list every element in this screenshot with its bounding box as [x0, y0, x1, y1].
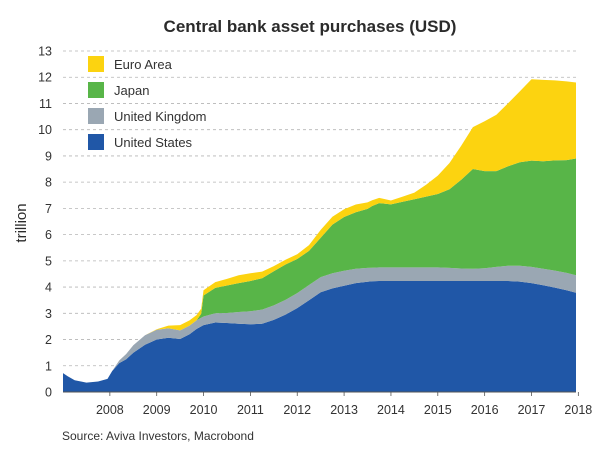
y-tick-label: 11 [39, 97, 52, 111]
y-axis-label: trillion [13, 203, 30, 242]
legend-label: Japan [114, 83, 149, 98]
legend-swatch-euro-area [88, 56, 104, 72]
y-tick-label: 9 [45, 149, 52, 163]
y-tick-label: 4 [45, 281, 52, 295]
area-united-states [63, 281, 576, 392]
area-euro-area [63, 79, 576, 383]
y-tick-label: 5 [45, 254, 52, 268]
legend-label: United States [114, 135, 193, 150]
stacked-areas [63, 79, 576, 392]
y-tick-label: 8 [45, 176, 52, 190]
source-note: Source: Aviva Investors, Macrobond [62, 429, 254, 443]
x-tick-label: 2015 [424, 403, 452, 417]
x-tick-label: 2018 [564, 403, 592, 417]
y-tick-label: 7 [45, 202, 52, 216]
legend-swatch-japan [88, 82, 104, 98]
legend-swatch-united-states [88, 134, 104, 150]
legend-label: Euro Area [114, 57, 173, 72]
x-tick-label: 2010 [190, 403, 218, 417]
y-tick-label: 6 [45, 228, 52, 242]
x-tick-label: 2017 [518, 403, 546, 417]
x-tick-label: 2011 [237, 403, 264, 417]
legend: Euro Area Japan United Kingdom United State… [88, 56, 207, 150]
area-japan [63, 158, 576, 383]
y-tick-label: 1 [45, 359, 52, 373]
x-axis-ticks: 2008 2009 2010 2011 2012 2013 2014 2015 2016 2017… [96, 392, 592, 417]
x-tick-label: 2008 [96, 403, 124, 417]
chart-title: Central bank asset purchases (USD) [164, 17, 457, 36]
x-tick-label: 2013 [330, 403, 358, 417]
y-tick-label: 0 [45, 386, 52, 400]
y-tick-label: 3 [45, 307, 52, 321]
y-tick-label: 10 [38, 123, 52, 137]
legend-label: United Kingdom [114, 109, 207, 124]
x-tick-label: 2016 [471, 403, 499, 417]
y-tick-label: 2 [45, 333, 52, 347]
x-tick-label: 2014 [377, 403, 405, 417]
x-tick-label: 2009 [143, 403, 171, 417]
y-tick-label: 12 [38, 71, 52, 85]
legend-swatch-united-kingdom [88, 108, 104, 124]
area-united-kingdom [63, 265, 576, 383]
y-tick-label: 13 [38, 45, 52, 59]
x-tick-label: 2012 [283, 403, 311, 417]
